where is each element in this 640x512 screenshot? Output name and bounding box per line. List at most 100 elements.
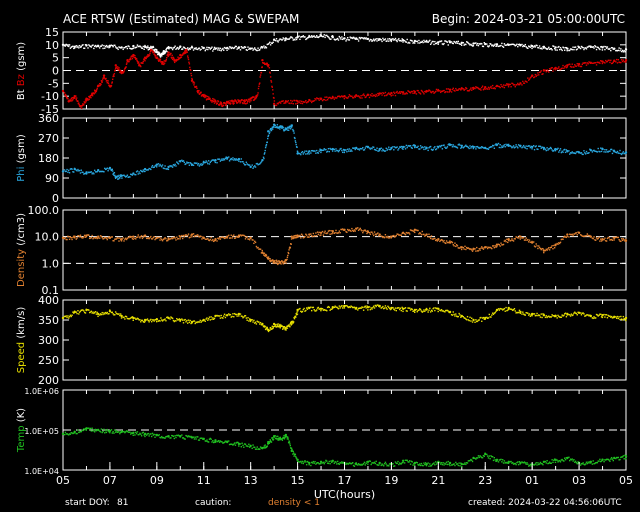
trace-dot-3-0 — [357, 307, 360, 310]
trace-dot-2-0 — [81, 237, 83, 239]
trace-dot-2-0 — [219, 238, 222, 240]
trace-dot-2-0 — [202, 236, 204, 238]
trace-dot-2-0 — [490, 247, 492, 249]
trace-dot-1-0 — [120, 174, 122, 176]
trace-dot-0-1 — [209, 98, 211, 100]
trace-dot-0-1 — [196, 90, 199, 93]
trace-dot-1-0 — [114, 176, 116, 178]
trace-dot-1-0 — [221, 158, 223, 160]
trace-dot-0-0 — [605, 45, 607, 48]
trace-dot-3-0 — [338, 305, 341, 307]
trace-dot-0-1 — [499, 86, 501, 89]
trace-dot-4-0 — [116, 431, 119, 434]
trace-dot-0-1 — [107, 82, 110, 85]
trace-dot-4-0 — [289, 444, 292, 447]
trace-dot-3-0 — [150, 320, 153, 323]
trace-dot-1-0 — [584, 153, 587, 155]
xtick-label-8: 21 — [431, 474, 445, 487]
trace-dot-2-0 — [331, 232, 334, 234]
trace-dot-1-0 — [603, 151, 605, 153]
trace-dot-1-0 — [346, 151, 348, 153]
trace-dot-4-0 — [387, 464, 389, 466]
trace-dot-2-0 — [625, 238, 627, 241]
trace-dot-1-0 — [273, 124, 276, 127]
trace-dot-0-0 — [83, 47, 85, 49]
trace-dot-0-0 — [462, 42, 465, 44]
trace-dot-1-0 — [447, 144, 449, 146]
point-0-0-38 — [472, 42, 475, 45]
trace-dot-0-1 — [408, 90, 410, 93]
trace-dot-0-1 — [575, 65, 578, 67]
trace-dot-4-0 — [131, 432, 134, 435]
trace-dot-2-0 — [531, 240, 533, 243]
trace-dot-2-0 — [277, 260, 279, 262]
trace-dot-3-0 — [566, 314, 568, 316]
trace-dot-0-1 — [290, 102, 293, 104]
trace-dot-2-0 — [172, 237, 175, 239]
trace-dot-4-0 — [206, 439, 208, 441]
trace-dot-3-0 — [217, 315, 219, 317]
trace-dot-1-0 — [91, 173, 93, 175]
trace-dot-0-1 — [158, 58, 161, 60]
trace-dot-2-0 — [290, 243, 292, 245]
trace-dot-3-0 — [471, 317, 473, 319]
trace-dot-0-1 — [321, 99, 324, 102]
trace-dot-0-1 — [289, 102, 291, 105]
trace-dot-0-1 — [123, 70, 125, 73]
trace-dot-1-0 — [405, 144, 408, 147]
trace-dot-0-0 — [447, 44, 449, 46]
trace-dot-0-1 — [88, 95, 90, 98]
trace-dot-0-0 — [123, 47, 125, 49]
trace-dot-1-0 — [208, 163, 211, 165]
trace-dot-4-0 — [368, 460, 371, 462]
trace-dot-1-0 — [116, 176, 118, 178]
trace-dot-2-0 — [136, 236, 139, 238]
trace-dot-4-0 — [483, 455, 485, 457]
trace-dot-4-0 — [153, 433, 155, 436]
trace-dot-4-0 — [527, 463, 529, 465]
trace-dot-3-0 — [160, 317, 162, 319]
trace-dot-3-0 — [456, 315, 459, 318]
trace-dot-1-0 — [373, 148, 376, 151]
trace-dot-4-0 — [375, 460, 377, 463]
trace-dot-0-0 — [110, 44, 113, 46]
trace-dot-3-0 — [511, 308, 513, 311]
trace-dot-2-0 — [544, 249, 547, 252]
trace-dot-1-0 — [362, 146, 364, 149]
point-3-0-51 — [624, 316, 628, 320]
trace-dot-3-0 — [589, 315, 592, 318]
trace-dot-2-0 — [411, 229, 413, 232]
trace-dot-0-0 — [407, 42, 409, 44]
trace-dot-0-1 — [73, 97, 75, 99]
trace-dot-3-0 — [113, 314, 115, 316]
trace-dot-0-1 — [128, 60, 130, 63]
trace-dot-4-0 — [232, 444, 234, 446]
trace-dot-0-0 — [413, 41, 415, 44]
trace-dot-3-0 — [595, 317, 597, 319]
trace-dot-2-0 — [491, 247, 493, 250]
trace-dot-3-0 — [246, 319, 248, 321]
trace-dot-2-0 — [290, 238, 293, 240]
trace-dot-0-0 — [212, 48, 215, 50]
trace-dot-2-0 — [249, 236, 252, 239]
trace-dot-0-0 — [348, 39, 351, 41]
point-0-0-6 — [132, 44, 135, 48]
trace-dot-2-0 — [501, 244, 503, 246]
trace-dot-1-0 — [449, 144, 451, 147]
trace-dot-2-0 — [574, 233, 576, 235]
trace-dot-0-1 — [280, 100, 283, 103]
trace-dot-1-0 — [446, 146, 449, 148]
trace-dot-0-1 — [423, 93, 425, 95]
trace-dot-4-0 — [150, 433, 152, 435]
trace-dot-3-0 — [582, 312, 584, 314]
trace-dot-4-0 — [210, 438, 212, 440]
trace-dot-2-0 — [122, 237, 124, 239]
trace-dot-2-0 — [529, 241, 532, 243]
trace-dot-0-0 — [173, 46, 175, 49]
trace-dot-2-0 — [536, 245, 538, 247]
trace-dot-2-0 — [73, 237, 76, 239]
trace-dot-4-0 — [171, 435, 174, 437]
trace-dot-3-0 — [569, 314, 571, 316]
trace-dot-0-1 — [261, 61, 264, 64]
trace-dot-3-0 — [346, 304, 348, 307]
